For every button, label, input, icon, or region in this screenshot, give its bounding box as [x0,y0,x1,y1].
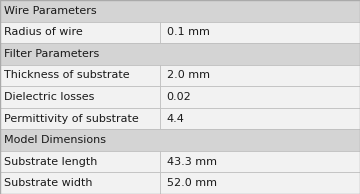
Text: 4.4: 4.4 [167,113,185,124]
Text: Filter Parameters: Filter Parameters [4,49,100,59]
Text: Substrate length: Substrate length [4,157,98,167]
Bar [160,22,360,43]
Text: Radius of wire: Radius of wire [4,27,83,37]
Bar [0,0,360,22]
Text: Permittivity of substrate: Permittivity of substrate [4,113,139,124]
Text: 2.0 mm: 2.0 mm [167,70,210,81]
Text: Dielectric losses: Dielectric losses [4,92,95,102]
Text: 0.1 mm: 0.1 mm [167,27,210,37]
Bar [160,108,360,129]
Bar [0,65,160,86]
Bar [0,43,360,65]
Bar [0,108,160,129]
Text: Substrate width: Substrate width [4,178,93,188]
Bar [160,172,360,194]
Bar [160,86,360,108]
Bar [160,151,360,172]
Bar [0,22,160,43]
Text: Thickness of substrate: Thickness of substrate [4,70,130,81]
Bar [160,65,360,86]
Bar [0,129,360,151]
Text: 43.3 mm: 43.3 mm [167,157,217,167]
Text: Model Dimensions: Model Dimensions [4,135,106,145]
Bar [0,172,160,194]
Text: 0.02: 0.02 [167,92,192,102]
Bar [0,86,160,108]
Bar [0,151,160,172]
Text: 52.0 mm: 52.0 mm [167,178,217,188]
Text: Wire Parameters: Wire Parameters [4,6,97,16]
